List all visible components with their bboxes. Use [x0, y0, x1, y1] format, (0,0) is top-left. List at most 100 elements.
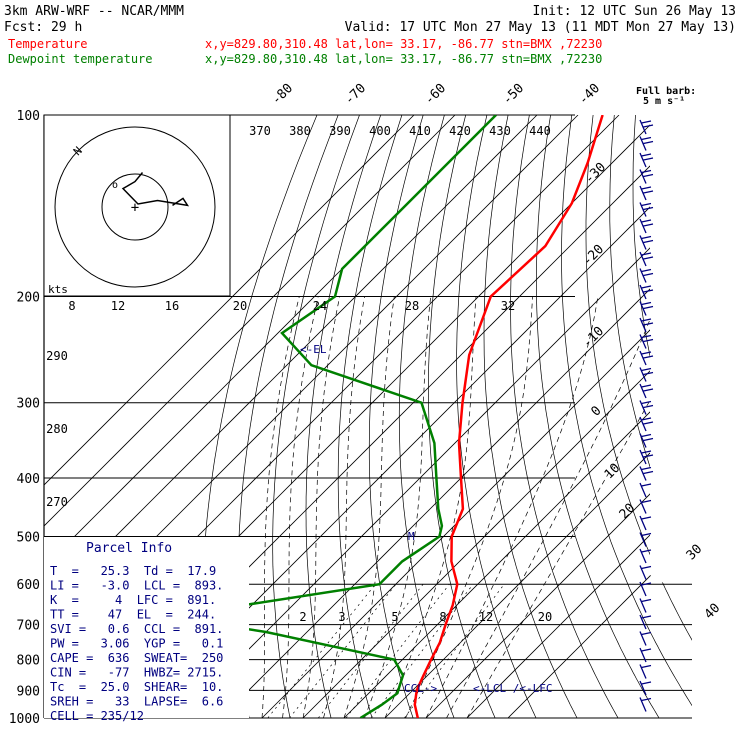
- theta-label: 370: [249, 124, 271, 138]
- wind-barb: [639, 235, 654, 250]
- wind-barb: [639, 284, 654, 300]
- wind-barb: [639, 383, 654, 399]
- parcel-info-row: CAPE = 636 SWEAT= 250: [50, 651, 223, 665]
- wind-barb: [639, 152, 654, 168]
- mixing-ratio-label: 20: [538, 610, 552, 624]
- header-valid: Valid: 17 UTC Mon 27 May 13 (11 MDT Mon …: [345, 20, 736, 35]
- dry-adiabat: [272, 115, 360, 718]
- pressure-label: 800: [17, 654, 40, 669]
- wind-barb: [639, 631, 652, 646]
- isotherm: [44, 115, 538, 718]
- parcel-info-row: PW = 3.06 YGP = 0.1: [50, 637, 223, 651]
- m-marker: M: [408, 530, 415, 543]
- temperature-profile: [413, 115, 604, 718]
- dry-adiabat: [655, 115, 692, 718]
- isotherm: [343, 115, 692, 718]
- parcel-info-row: TT = 47 EL = 244.: [50, 608, 216, 622]
- theta-label: 410: [409, 124, 431, 138]
- isotherm-label: 10: [602, 461, 624, 483]
- wind-barb: [639, 614, 652, 630]
- theta-label: 380: [289, 124, 311, 138]
- wind-barb: [639, 251, 654, 267]
- temp-legend-info: x,y=829.80,310.48 lat,lon= 33.17, -86.77…: [205, 37, 602, 51]
- wind-barb: [639, 268, 654, 283]
- hodograph-speed-label: 12: [111, 299, 125, 313]
- isotherm: [384, 115, 692, 718]
- ccl-marker: CCL->: [404, 682, 437, 695]
- el-marker: <-EL: [300, 343, 327, 356]
- hodograph-speed-label: 32: [501, 299, 515, 313]
- wind-barb: [639, 581, 652, 597]
- isotherm-label: 40: [702, 601, 724, 623]
- dry-adiabat: [428, 115, 496, 718]
- hodograph-panel: + N o: [43, 114, 231, 297]
- pressure-label: 900: [17, 684, 40, 699]
- hodograph-trace: [121, 172, 190, 207]
- wind-barb: [639, 482, 652, 498]
- wind-barb: [639, 548, 652, 564]
- wind-barb: [639, 136, 654, 151]
- isotherm-label: 30: [684, 542, 706, 564]
- wind-barb: [639, 169, 654, 184]
- wind-barb: [639, 647, 652, 663]
- wind-barb: [639, 664, 652, 679]
- isotherm: [179, 115, 692, 718]
- dewpoint-profile: [194, 115, 497, 718]
- dry-adiabat: [368, 115, 424, 718]
- wind-barb: [639, 317, 654, 333]
- header-fcst: Fcst: 29 h: [4, 20, 82, 35]
- header-model: 3km ARW-WRF -- NCAR/MMM: [4, 4, 184, 19]
- parcel-info-row: SVI = 0.6 CCL = 891.: [50, 622, 223, 636]
- dew-legend-label: Dewpoint temperature: [8, 52, 153, 66]
- moist-adiabat: [364, 296, 432, 718]
- hodograph-speed-label: 8: [68, 299, 75, 313]
- full-barb-value: 5 m s⁻¹: [643, 96, 685, 107]
- pressure-label: 500: [17, 530, 40, 545]
- wind-barb: [639, 515, 652, 531]
- parcel-info-title: Parcel Info: [86, 541, 172, 556]
- dry-adiabat: [632, 115, 692, 718]
- wind-barb: [639, 598, 652, 613]
- parcel-info-row: LI = -3.0 LCL = 893.: [50, 579, 223, 593]
- wind-barb: [639, 532, 652, 547]
- mixing-ratio-label: 3: [338, 610, 345, 624]
- wind-barb: [639, 565, 652, 580]
- dry-adiabat: [305, 115, 382, 718]
- theta-label: 430: [489, 124, 511, 138]
- theta-label: 420: [449, 124, 471, 138]
- hodograph-center-mark: +: [131, 200, 139, 216]
- isotherm: [220, 115, 692, 718]
- mixing-ratio-label: 2: [299, 610, 306, 624]
- wind-barbs: [639, 119, 654, 712]
- mixing-ratio-line: [345, 583, 450, 718]
- theta-label: 400: [369, 124, 391, 138]
- pressure-label: 100: [17, 109, 40, 124]
- isotherm-label: 20: [617, 501, 639, 523]
- temp-legend-label: Temperature: [8, 37, 87, 51]
- moist-adiabat: [446, 296, 660, 718]
- wind-barb: [639, 350, 654, 366]
- hodograph-speed-label: 24: [313, 299, 327, 313]
- isotherm: [302, 115, 692, 718]
- dry-adiabat: [510, 115, 619, 718]
- hodograph-speed-label: 16: [165, 299, 179, 313]
- wind-barb: [639, 367, 654, 382]
- moist-adiabat: [466, 296, 692, 718]
- parcel-info-row: T = 25.3 Td = 17.9: [50, 564, 216, 578]
- wind-barb: [639, 185, 654, 201]
- wind-barb: [639, 499, 652, 514]
- wind-barb: [639, 218, 654, 234]
- pressure-label: 200: [17, 291, 40, 306]
- wind-barb: [639, 697, 652, 712]
- isotherm-label: -80: [269, 81, 296, 108]
- pressure-label: 300: [17, 397, 40, 412]
- mixing-ratio-label: 8: [439, 610, 446, 624]
- wind-barb: [639, 466, 654, 481]
- parcel-info-panel: Parcel Info T = 25.3 Td = 17.9LI = -3.0 …: [44, 537, 249, 723]
- dry-adiabat: [585, 115, 692, 718]
- pressure-label: 1000: [9, 712, 40, 727]
- dry-adiabat: [536, 115, 660, 718]
- dry-adiabat: [398, 115, 455, 718]
- theta-label: 440: [529, 124, 551, 138]
